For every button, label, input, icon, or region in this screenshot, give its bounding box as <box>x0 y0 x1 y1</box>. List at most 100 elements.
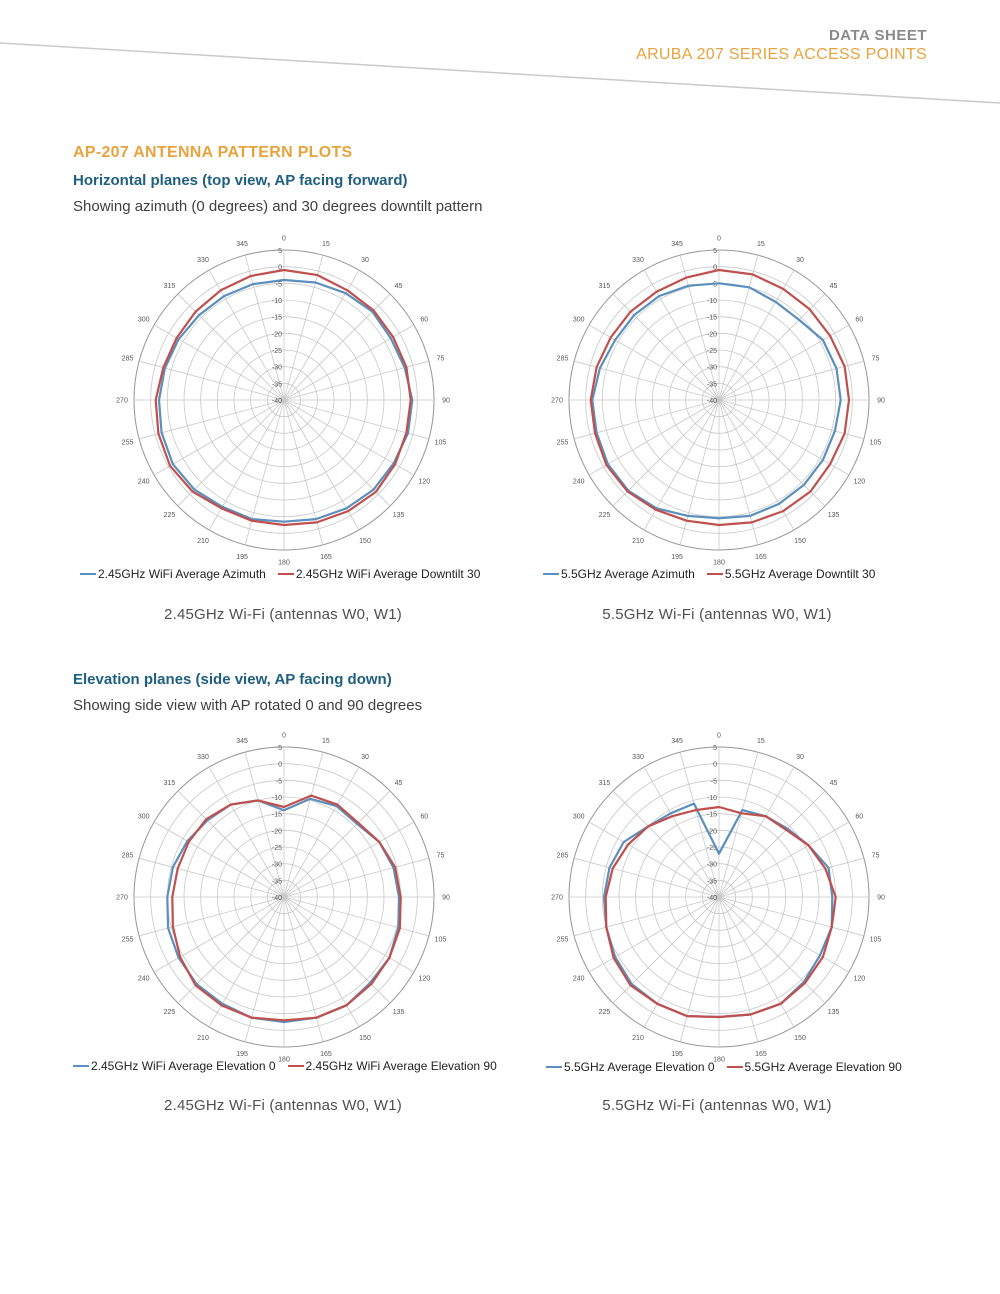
radial-tick-label: -40 <box>272 398 282 405</box>
header-divider <box>0 42 1000 104</box>
grid-spoke <box>283 857 429 898</box>
radial-tick-label: 0 <box>713 265 717 272</box>
legend-label: 5.5GHz Average Elevation 0 <box>564 1060 715 1074</box>
angle-tick-label: 270 <box>116 895 128 902</box>
grid-spoke <box>588 399 720 476</box>
angle-tick-label: 150 <box>359 1035 371 1042</box>
legend-item: 5.5GHz Average Downtilt 30 <box>706 567 875 581</box>
grid-spoke <box>612 896 720 1004</box>
legend-item: 2.45GHz WiFi Average Elevation 90 <box>287 1059 497 1073</box>
angle-tick-label: 195 <box>671 1051 683 1058</box>
angle-tick-label: 315 <box>164 283 176 290</box>
grid-spoke <box>612 790 720 898</box>
legend-label: 2.45GHz WiFi Average Azimuth <box>98 567 266 581</box>
grid-spoke <box>139 857 285 898</box>
angle-tick-label: 240 <box>573 976 585 983</box>
angle-tick-label: 15 <box>322 738 330 745</box>
grid-spoke <box>718 255 759 401</box>
radial-tick-label: -5 <box>711 281 717 288</box>
grid-spoke <box>208 269 285 401</box>
grid-spoke <box>283 896 415 973</box>
legend-swatch-blue <box>73 1065 89 1067</box>
angle-tick-label: 210 <box>632 538 644 545</box>
radial-tick-label: -40 <box>707 895 717 902</box>
angle-tick-label: 165 <box>755 1051 767 1058</box>
radial-tick-label: -10 <box>272 795 282 802</box>
elevation-planes-title: Elevation planes (side view, AP facing d… <box>73 671 392 688</box>
angle-tick-label: 345 <box>671 738 683 745</box>
angle-tick-label: 0 <box>282 733 286 740</box>
grid-spoke <box>283 790 391 898</box>
radial-tick-label: -40 <box>272 895 282 902</box>
angle-tick-label: 105 <box>870 439 882 446</box>
legend-swatch-blue <box>80 573 96 575</box>
legend-swatch-blue <box>543 573 559 575</box>
angle-tick-label: 300 <box>138 317 150 324</box>
legend-label: 5.5GHz Average Elevation 90 <box>744 1060 902 1074</box>
grid-spoke <box>153 399 285 476</box>
angle-tick-label: 300 <box>138 814 150 821</box>
chart-caption: 5.5GHz Wi-Fi (antennas W0, W1) <box>602 1097 832 1114</box>
angle-tick-label: 60 <box>420 317 428 324</box>
grid-spoke <box>283 399 324 545</box>
grid-spoke <box>244 752 285 898</box>
legend-item: 5.5GHz Average Elevation 0 <box>546 1060 715 1074</box>
grid-spoke <box>283 399 429 440</box>
angle-tick-label: 30 <box>796 257 804 264</box>
chart-caption: 2.45GHz Wi-Fi (antennas W0, W1) <box>164 1097 402 1114</box>
legend-5-5ghz-elevation: 5.5GHz Average Elevation 0 5.5GHz Averag… <box>546 1060 914 1074</box>
grid-spoke <box>139 399 285 440</box>
angle-tick-label: 255 <box>557 936 569 943</box>
angle-tick-label: 285 <box>122 853 134 860</box>
angle-tick-label: 120 <box>853 479 865 486</box>
radial-tick-label: 5 <box>278 248 282 255</box>
elevation-planes-description: Showing side view with AP rotated 0 and … <box>73 697 423 714</box>
angle-tick-label: 0 <box>717 733 721 740</box>
series-line <box>591 282 842 520</box>
grid-spoke <box>177 399 285 507</box>
angle-tick-label: 135 <box>828 512 840 519</box>
legend-item: 5.5GHz Average Elevation 90 <box>726 1060 902 1074</box>
angle-tick-label: 135 <box>393 1009 405 1016</box>
grid-spoke <box>718 293 826 401</box>
angle-tick-label: 180 <box>278 1057 290 1064</box>
angle-tick-label: 225 <box>164 512 176 519</box>
radial-tick-label: -20 <box>707 828 717 835</box>
angle-tick-label: 15 <box>757 738 765 745</box>
grid-spoke <box>283 752 324 898</box>
angle-tick-label: 30 <box>796 754 804 761</box>
angle-tick-label: 90 <box>877 398 885 405</box>
grid-spoke <box>718 399 759 545</box>
radial-tick-label: -35 <box>707 381 717 388</box>
angle-tick-label: 60 <box>420 814 428 821</box>
angle-tick-label: 225 <box>164 1009 176 1016</box>
radial-tick-label: 5 <box>278 745 282 752</box>
angle-tick-label: 330 <box>197 257 209 264</box>
grid-spoke <box>153 896 285 973</box>
radial-tick-label: -15 <box>707 812 717 819</box>
angle-tick-label: 270 <box>116 398 128 405</box>
angle-tick-label: 240 <box>573 479 585 486</box>
polar-chart-5-5ghz-elevation: 0 15 30 45 60 75 90 105 120 135 150 165 180 195 210 225… <box>551 733 885 1064</box>
angle-tick-label: 75 <box>872 356 880 363</box>
angle-tick-label: 240 <box>138 479 150 486</box>
angle-tick-label: 270 <box>551 895 563 902</box>
grid-spoke <box>718 896 759 1042</box>
angle-tick-label: 120 <box>418 976 430 983</box>
angle-tick-label: 285 <box>557 356 569 363</box>
angle-tick-label: 180 <box>278 560 290 567</box>
legend-label: 2.45GHz WiFi Average Downtilt 30 <box>295 567 481 581</box>
angle-tick-label: 150 <box>359 538 371 545</box>
radial-tick-label: -25 <box>707 845 717 852</box>
chart-caption: 5.5GHz Wi-Fi (antennas W0, W1) <box>602 606 832 623</box>
angle-tick-label: 60 <box>855 317 863 324</box>
angle-tick-label: 165 <box>320 1051 332 1058</box>
radial-tick-label: -20 <box>272 331 282 338</box>
angle-tick-label: 210 <box>197 538 209 545</box>
angle-tick-label: 105 <box>435 439 447 446</box>
angle-tick-label: 0 <box>282 236 286 243</box>
radial-tick-label: -25 <box>272 845 282 852</box>
grid-spoke <box>574 896 720 937</box>
series-line <box>589 268 851 527</box>
grid-spoke <box>283 269 360 401</box>
